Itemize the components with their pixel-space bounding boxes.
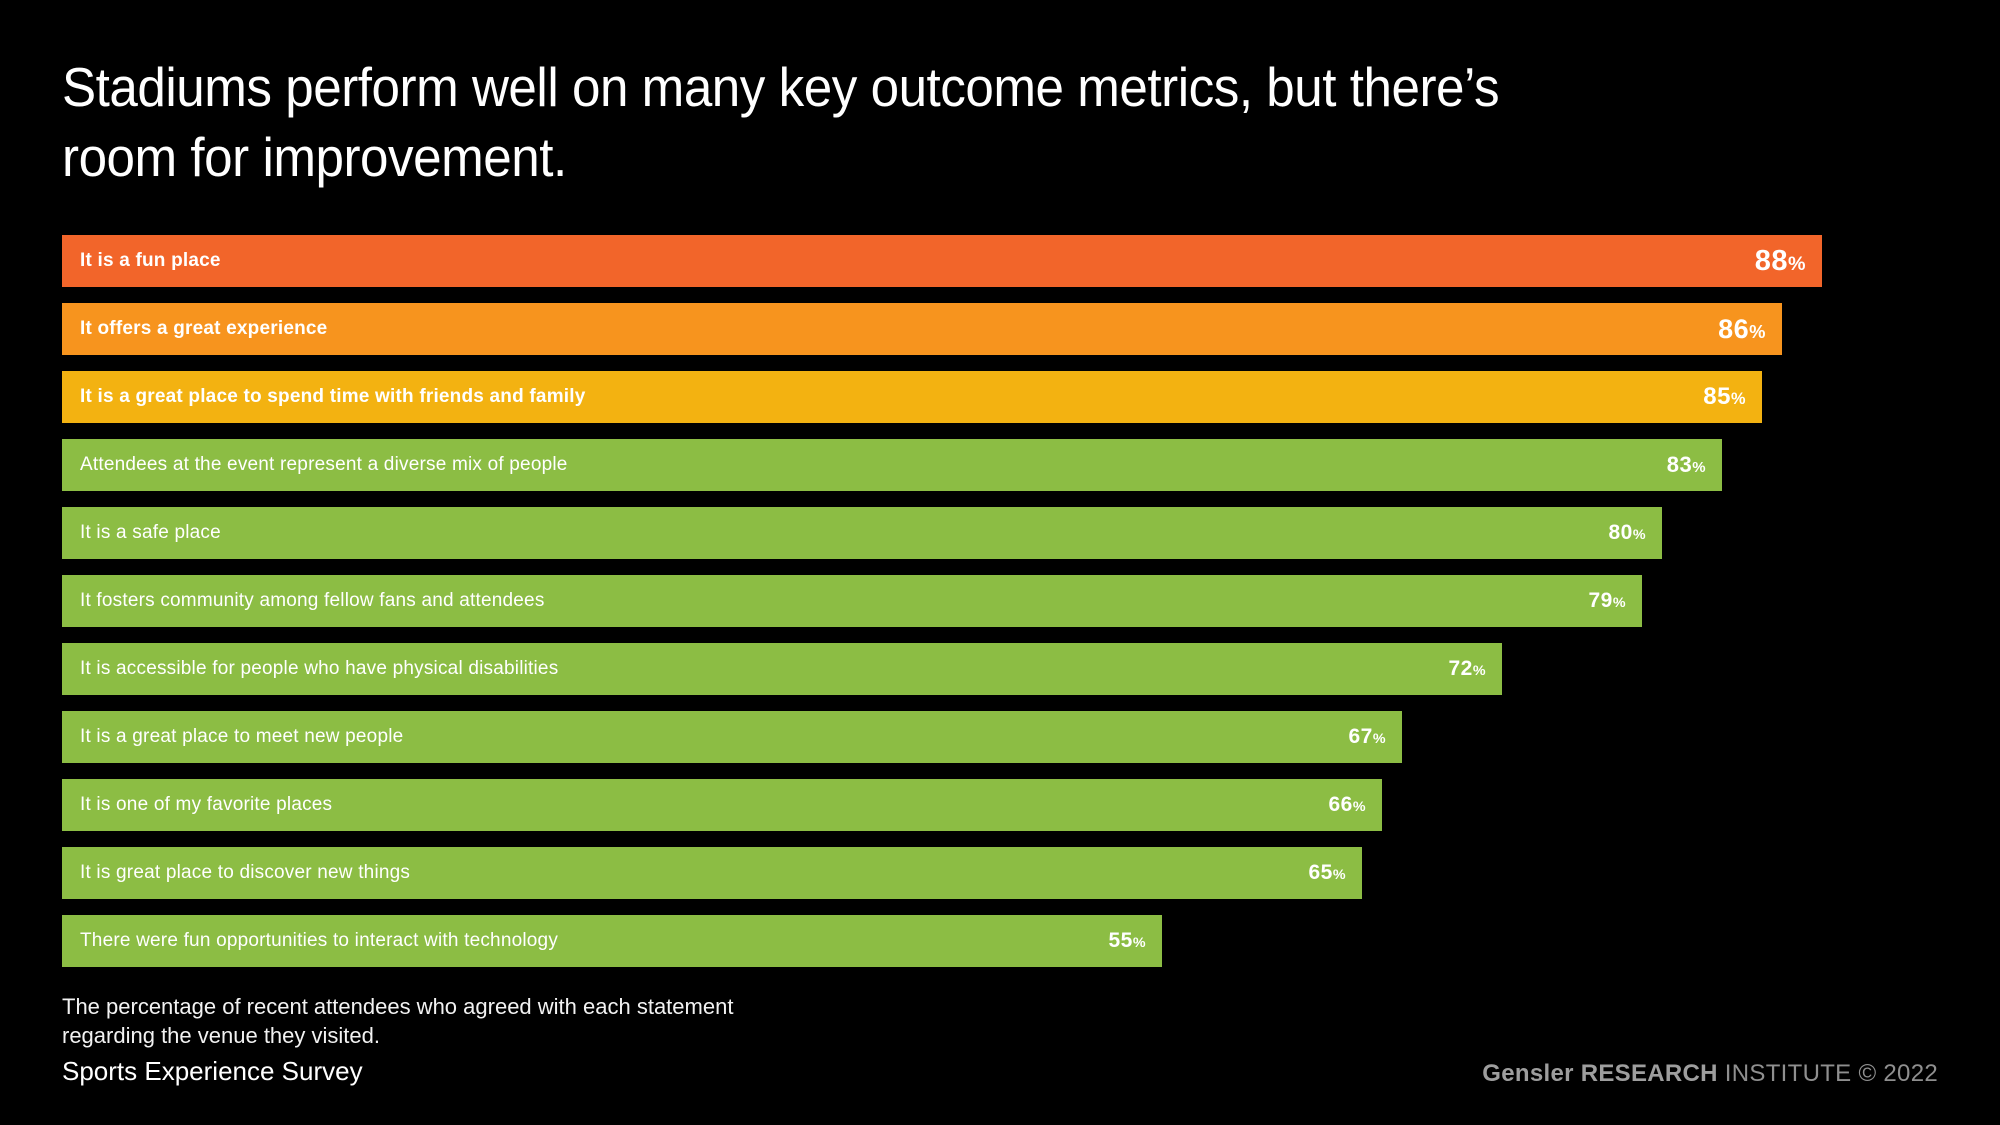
credit-org-rest: INSTITUTE © 2022 [1724,1060,1938,1087]
bar-value-number: 86 [1718,313,1750,344]
bar-row: There were fun opportunities to interact… [62,915,1162,967]
chart-footnote-line2: regarding the venue they visited. [62,1023,380,1048]
credit-brand: Gensler [1482,1060,1574,1087]
bar-value: 85% [1703,383,1746,411]
bar-value: 79% [1588,589,1626,613]
bar-row: Attendees at the event represent a diver… [62,439,1722,491]
bar-row: It is one of my favorite places 66% [62,779,1382,831]
bar-row: It is accessible for people who have phy… [62,643,1502,695]
bar-chart: It is a fun place 88% It offers a great ex… [62,235,2000,983]
bar-value-number: 83 [1666,452,1693,477]
credit-org-bold: RESEARCH [1580,1060,1718,1087]
bar-value-percent-sign: % [1632,527,1646,543]
bar-value: 86% [1718,314,1766,345]
bar-value-number: 67 [1348,725,1373,748]
bar-label: Attendees at the event represent a diver… [80,454,568,475]
bar-row: It offers a great experience 86% [62,303,1782,355]
bar-value-percent-sign: % [1352,799,1366,815]
bar-row: It is a safe place 80% [62,507,1662,559]
bar-value: 67% [1348,725,1386,749]
bar-value-percent-sign: % [1472,663,1486,679]
bar-value-percent-sign: % [1372,731,1386,747]
bar-value-percent-sign: % [1730,390,1746,408]
bar-label: It offers a great experience [80,318,328,339]
bar-label: It fosters community among fellow fans a… [80,590,545,611]
bar-value: 72% [1448,657,1486,681]
credit-line: Gensler RESEARCH INSTITUTE © 2022 [1482,1060,1938,1088]
bar-value: 66% [1328,793,1366,817]
bar-value-number: 72 [1448,657,1473,680]
bar-value-number: 80 [1608,521,1633,544]
bar-row: It is a great place to spend time with f… [62,371,1762,423]
bar-label: There were fun opportunities to interact… [80,930,559,951]
bar-value-percent-sign: % [1692,459,1706,476]
chart-footnote: The percentage of recent attendees who a… [62,992,733,1050]
bar-row: It is a great place to meet new people 67… [62,711,1402,763]
bar-row: It fosters community among fellow fans a… [62,575,1642,627]
bar-value-percent-sign: % [1787,252,1806,275]
bar-value-number: 65 [1308,861,1333,884]
bar-label: It is a fun place [80,250,221,271]
bar-label: It is one of my favorite places [80,794,333,815]
bar-label: It is accessible for people who have phy… [80,658,559,679]
bar-row: It is a fun place 88% [62,235,1822,287]
bar-value-percent-sign: % [1132,935,1146,951]
bar-label: It is a safe place [80,522,221,543]
bar-value: 65% [1308,861,1346,885]
page-title-line1: Stadiums perform well on many key outcom… [62,56,1500,118]
bar-value-number: 55 [1108,929,1133,952]
page-title: Stadiums perform well on many key outcom… [62,52,1500,192]
page-title-line2: room for improvement. [62,126,567,188]
bar-value-percent-sign: % [1612,595,1626,611]
bar-value: 80% [1608,521,1646,545]
source-label: Sports Experience Survey [62,1056,363,1086]
bar-label: It is a great place to spend time with f… [80,386,586,407]
bar-label: It is a great place to meet new people [80,726,404,747]
bar-label: It is great place to discover new things [80,862,411,883]
bar-value-number: 85 [1703,383,1731,410]
bar-value-number: 66 [1328,793,1353,816]
bar-value: 83% [1667,452,1706,478]
bar-value: 55% [1108,929,1146,953]
bar-value-percent-sign: % [1749,320,1766,342]
bar-value: 88% [1755,245,1806,278]
chart-footnote-line1: The percentage of recent attendees who a… [62,994,734,1019]
bar-value-percent-sign: % [1332,867,1346,883]
bar-value-number: 88 [1754,244,1788,277]
bar-row: It is great place to discover new things… [62,847,1362,899]
bar-value-number: 79 [1588,589,1613,612]
